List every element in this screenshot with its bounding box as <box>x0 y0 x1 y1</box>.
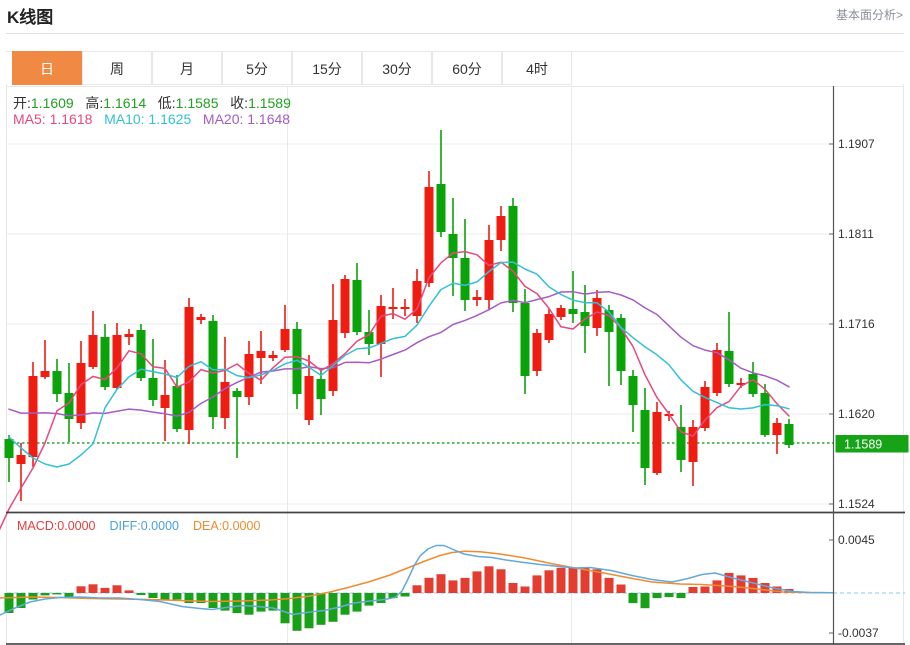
svg-text:1.1620: 1.1620 <box>838 407 875 421</box>
svg-text:-0.0037: -0.0037 <box>838 626 879 640</box>
svg-text:1.1716: 1.1716 <box>838 317 875 331</box>
svg-text:1.1811: 1.1811 <box>838 227 874 241</box>
svg-text:0.0045: 0.0045 <box>838 533 875 547</box>
svg-text:1.1589: 1.1589 <box>844 438 882 452</box>
svg-text:1.1907: 1.1907 <box>838 137 875 151</box>
svg-text:1.1524: 1.1524 <box>838 497 875 511</box>
